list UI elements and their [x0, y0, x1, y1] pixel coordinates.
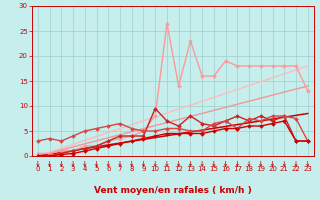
X-axis label: Vent moyen/en rafales ( km/h ): Vent moyen/en rafales ( km/h )	[94, 186, 252, 195]
